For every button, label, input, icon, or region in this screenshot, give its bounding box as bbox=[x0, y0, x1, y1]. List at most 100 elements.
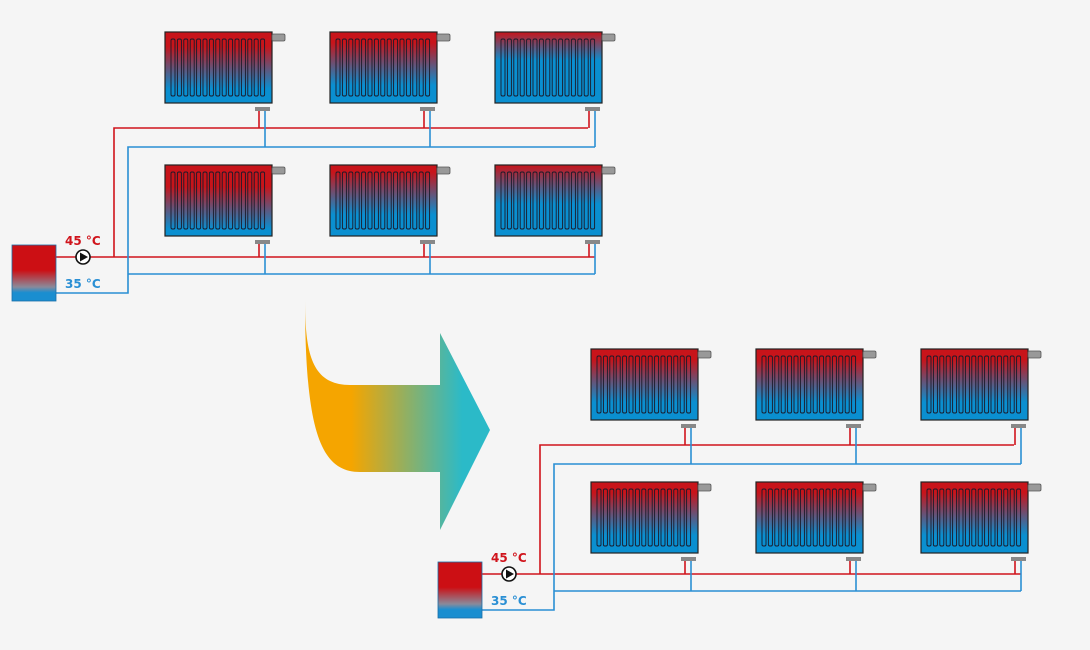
radiator-rib bbox=[367, 38, 373, 97]
radiator-rib bbox=[602, 355, 608, 414]
radiator-rib bbox=[654, 355, 660, 414]
thermostatic-valve-icon bbox=[862, 350, 877, 359]
radiator-rib bbox=[564, 38, 570, 97]
radiator-rib bbox=[634, 355, 640, 414]
radiator-rib bbox=[799, 355, 805, 414]
lockshield-valve-icon bbox=[1011, 557, 1026, 561]
radiator bbox=[755, 481, 877, 591]
radiator-rib bbox=[660, 488, 666, 547]
radiator bbox=[494, 164, 616, 274]
radiator-rib bbox=[570, 171, 576, 230]
thermostatic-valve-icon bbox=[697, 483, 712, 492]
radiator-rib bbox=[208, 171, 214, 230]
radiator-rib bbox=[558, 171, 564, 230]
radiator-rib bbox=[971, 355, 977, 414]
radiator-rib bbox=[500, 38, 506, 97]
radiator bbox=[329, 31, 451, 147]
radiator bbox=[755, 348, 877, 464]
radiator-rib bbox=[196, 171, 202, 230]
radiator-rib bbox=[673, 355, 679, 414]
radiator-rib bbox=[240, 38, 246, 97]
pump-icon bbox=[501, 566, 517, 582]
radiator-rib bbox=[996, 355, 1002, 414]
radiator-rib bbox=[952, 488, 958, 547]
radiator bbox=[164, 164, 286, 274]
radiator-rib bbox=[647, 488, 653, 547]
thermostatic-valve-icon bbox=[601, 166, 616, 175]
radiator-rib bbox=[405, 38, 411, 97]
radiator-rib bbox=[399, 38, 405, 97]
radiator-rib bbox=[609, 355, 615, 414]
lockshield-valve-icon bbox=[846, 557, 861, 561]
radiator-rib bbox=[964, 355, 970, 414]
radiator-rib bbox=[964, 488, 970, 547]
radiator-rib bbox=[354, 38, 360, 97]
radiator-rib bbox=[1003, 355, 1009, 414]
lockshield-valve-icon bbox=[585, 240, 600, 244]
radiator-rib bbox=[361, 171, 367, 230]
radiator-rib bbox=[221, 38, 227, 97]
radiator-rib bbox=[990, 488, 996, 547]
radiator-rib bbox=[367, 171, 373, 230]
radiator-rib bbox=[977, 355, 983, 414]
radiator-rib bbox=[215, 171, 221, 230]
radiator-rib bbox=[787, 355, 793, 414]
radiator-rib bbox=[425, 38, 431, 97]
radiator-rib bbox=[812, 355, 818, 414]
system-after-balancing bbox=[437, 348, 1042, 619]
thermostatic-valve-icon bbox=[601, 33, 616, 42]
radiator-rib bbox=[386, 171, 392, 230]
radiator-rib bbox=[596, 488, 602, 547]
radiator-rib bbox=[806, 488, 812, 547]
radiator-rib bbox=[412, 38, 418, 97]
radiator-rib bbox=[405, 171, 411, 230]
radiator-rib bbox=[1016, 355, 1022, 414]
radiator-rib bbox=[793, 488, 799, 547]
radiator-rib bbox=[686, 355, 692, 414]
radiator-rib bbox=[831, 355, 837, 414]
radiator-rib bbox=[945, 488, 951, 547]
radiator-rib bbox=[851, 488, 857, 547]
radiator-rib bbox=[183, 171, 189, 230]
radiator-rib bbox=[622, 355, 628, 414]
radiator-rib bbox=[996, 488, 1002, 547]
radiator-rib bbox=[176, 38, 182, 97]
radiator-rib bbox=[596, 355, 602, 414]
radiator-rib bbox=[545, 171, 551, 230]
radiator-rib bbox=[932, 488, 938, 547]
radiator-rib bbox=[354, 171, 360, 230]
radiator-rib bbox=[240, 171, 246, 230]
radiator-rib bbox=[647, 355, 653, 414]
radiator-rib bbox=[806, 355, 812, 414]
thermostatic-valve-icon bbox=[1027, 350, 1042, 359]
radiator bbox=[920, 348, 1042, 464]
system-before-balancing bbox=[11, 31, 616, 302]
radiator-rib bbox=[260, 38, 266, 97]
radiator-rib bbox=[971, 488, 977, 547]
radiator-rib bbox=[551, 171, 557, 230]
radiator-rib bbox=[767, 355, 773, 414]
radiator-rib bbox=[425, 171, 431, 230]
radiator-rib bbox=[926, 488, 932, 547]
radiator-rib bbox=[679, 488, 685, 547]
lockshield-valve-icon bbox=[255, 240, 270, 244]
radiator-rib bbox=[386, 38, 392, 97]
thermostatic-valve-icon bbox=[436, 33, 451, 42]
lockshield-valve-icon bbox=[420, 240, 435, 244]
radiator-rib bbox=[984, 488, 990, 547]
radiator-rib bbox=[519, 38, 525, 97]
radiator-rib bbox=[615, 355, 621, 414]
radiator-rib bbox=[831, 488, 837, 547]
pump-icon bbox=[75, 249, 91, 265]
lockshield-valve-icon bbox=[255, 107, 270, 111]
radiator-rib bbox=[247, 38, 253, 97]
lockshield-valve-icon bbox=[1011, 424, 1026, 428]
radiator-rib bbox=[952, 355, 958, 414]
after-supply-temp: 45 °C bbox=[491, 551, 527, 565]
radiator-rib bbox=[335, 171, 341, 230]
radiator bbox=[590, 348, 712, 464]
boiler bbox=[11, 244, 57, 302]
radiator-rib bbox=[984, 355, 990, 414]
return-riser-pipe bbox=[56, 146, 595, 294]
